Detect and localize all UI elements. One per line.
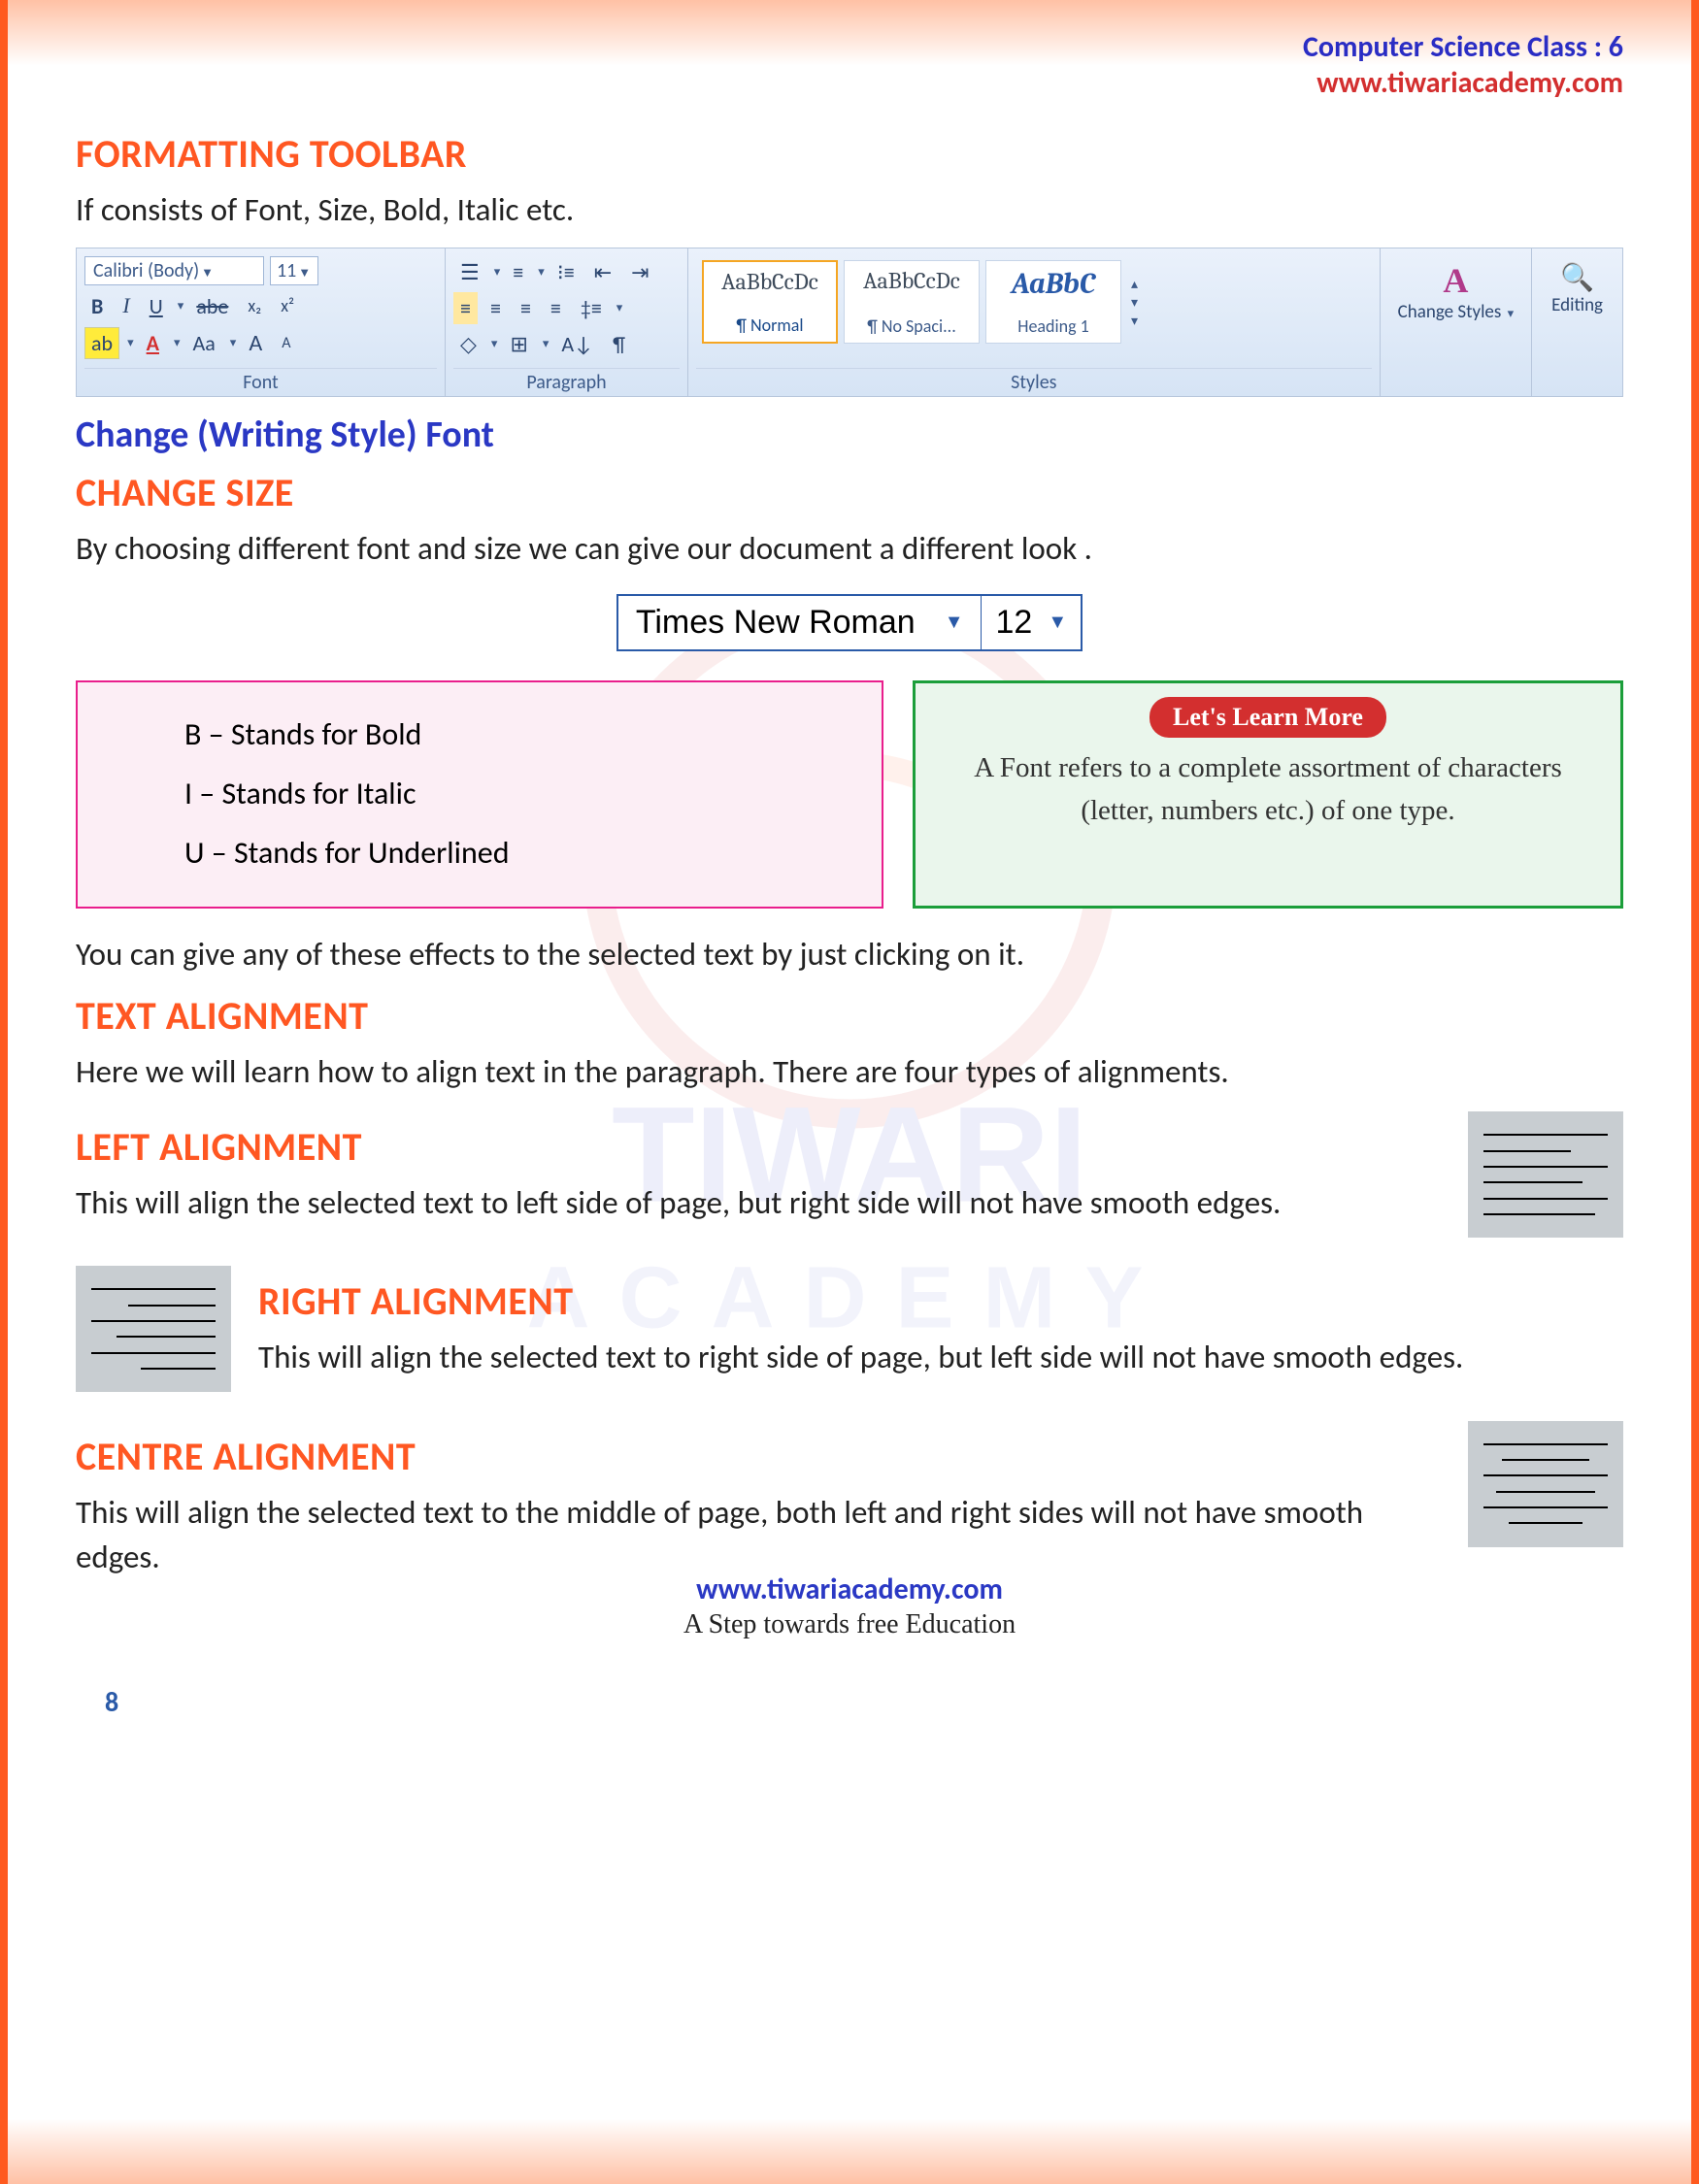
- subscript-button[interactable]: x₂: [241, 292, 268, 319]
- centre-align-icon: [1468, 1421, 1623, 1547]
- dropdown-icon: ▼: [1048, 612, 1067, 634]
- borders-button[interactable]: ⊞: [503, 328, 534, 360]
- page-number: 8: [76, 1679, 1623, 1725]
- dropdown-icon: ▼: [201, 266, 214, 281]
- indent-inc-button[interactable]: ⇥: [624, 256, 655, 288]
- ribbon-label-paragraph: Paragraph: [453, 368, 680, 394]
- site-url-top: www.tiwariacademy.com: [76, 65, 1623, 101]
- indent-dec-button[interactable]: ⇤: [587, 256, 618, 288]
- heading-text-alignment: TEXT ALIGNMENT: [76, 992, 1623, 1040]
- numbering-button[interactable]: ≡: [506, 256, 530, 288]
- ribbon-group-paragraph: ☰▾ ≡▾ ⁝≡ ⇤ ⇥ ≡ ≡ ≡ ≡ ‡≡▾ ◇▾ ⊞▾ A↓ ¶ Para…: [446, 248, 688, 396]
- desc-change-size: By choosing different font and size we c…: [76, 526, 1623, 571]
- centre-alignment-section: CENTRE ALIGNMENT This will align the sel…: [76, 1421, 1623, 1595]
- learn-more-text: A Font refers to a complete assortment o…: [939, 747, 1597, 832]
- find-icon: 🔍: [1551, 260, 1603, 294]
- dropdown-icon: ▼: [945, 612, 964, 634]
- left-align-icon: [1468, 1111, 1623, 1238]
- desc-formatting-toolbar: If consists of Font, Size, Bold, Italic …: [76, 187, 1623, 232]
- change-case-button[interactable]: Aa: [186, 327, 222, 359]
- show-marks-button[interactable]: ¶: [606, 328, 632, 360]
- font-color-button[interactable]: A: [140, 327, 166, 359]
- font-name-select[interactable]: Calibri (Body)▼: [84, 256, 264, 285]
- align-center-button[interactable]: ≡: [483, 292, 508, 324]
- italic-button[interactable]: I: [116, 290, 136, 321]
- align-right-button[interactable]: ≡: [514, 292, 538, 324]
- shading-button[interactable]: ◇: [453, 328, 483, 360]
- ribbon-editing[interactable]: 🔍 Editing: [1532, 248, 1622, 396]
- heading-left-align: LEFT ALIGNMENT: [76, 1123, 1441, 1171]
- font-dropdown[interactable]: Times New Roman ▼: [618, 596, 983, 649]
- justify-button[interactable]: ≡: [544, 292, 568, 324]
- ribbon-label-font: Font: [84, 368, 437, 394]
- dropdown-icon: ▼: [298, 266, 311, 281]
- legend-bold: B – Stands for Bold: [184, 706, 843, 765]
- right-align-icon: [76, 1266, 231, 1392]
- heading-right-align: RIGHT ALIGNMENT: [258, 1277, 1623, 1325]
- style-heading1[interactable]: AaBbC Heading 1: [985, 260, 1121, 344]
- ribbon-change-styles[interactable]: A Change Styles ▾: [1381, 248, 1533, 396]
- biu-legend-box: B – Stands for Bold I – Stands for Itali…: [76, 680, 883, 908]
- font-size-widget: Times New Roman ▼ 12 ▼: [76, 594, 1623, 651]
- legend-underline: U – Stands for Underlined: [184, 824, 843, 883]
- info-boxes-row: B – Stands for Bold I – Stands for Itali…: [76, 680, 1623, 908]
- heading-change-size: CHANGE SIZE: [76, 469, 1623, 516]
- strikethrough-button[interactable]: abe: [189, 290, 235, 322]
- footer-site-url: www.tiwariacademy.com: [76, 1572, 1623, 1607]
- align-left-button[interactable]: ≡: [453, 292, 478, 324]
- page-footer: www.tiwariacademy.com A Step towards fre…: [76, 1572, 1623, 1640]
- size-dropdown[interactable]: 12 ▼: [982, 596, 1081, 649]
- bold-button[interactable]: B: [84, 290, 110, 322]
- styles-scroll[interactable]: ▴▾▾: [1127, 260, 1142, 344]
- line-spacing-button[interactable]: ‡≡: [574, 292, 609, 324]
- heading-formatting-toolbar: FORMATTING TOOLBAR: [76, 130, 1623, 178]
- page-header: Computer Science Class : 6 www.tiwariaca…: [76, 29, 1623, 101]
- heading-change-font: Change (Writing Style) Font: [76, 413, 1623, 457]
- superscript-button[interactable]: x²: [274, 292, 301, 319]
- desc-centre-align: This will align the selected text to the…: [76, 1490, 1441, 1579]
- effects-note: You can give any of these effects to the…: [76, 932, 1623, 976]
- left-alignment-section: LEFT ALIGNMENT This will align the selec…: [76, 1111, 1623, 1241]
- shrink-font-button[interactable]: A: [275, 331, 297, 355]
- word-ribbon: Calibri (Body)▼ 11▼ B I U▾ abe x₂ x² ab▾…: [76, 248, 1623, 397]
- grow-font-button[interactable]: A: [242, 326, 269, 360]
- class-label: Computer Science Class : 6: [76, 29, 1623, 65]
- style-no-spacing[interactable]: AaBbCcDc ¶ No Spaci...: [844, 260, 980, 344]
- style-normal[interactable]: AaBbCcDc ¶ Normal: [702, 260, 838, 344]
- ribbon-group-font: Calibri (Body)▼ 11▼ B I U▾ abe x₂ x² ab▾…: [77, 248, 446, 396]
- bullets-button[interactable]: ☰: [453, 256, 486, 288]
- ribbon-label-styles: Styles: [696, 368, 1372, 394]
- change-styles-icon: A: [1398, 260, 1515, 301]
- desc-text-alignment: Here we will learn how to align text in …: [76, 1049, 1623, 1094]
- page: TIWARI ACADEMY Computer Science Class : …: [0, 0, 1699, 2184]
- footer-tagline: A Step towards free Education: [76, 1609, 1623, 1640]
- heading-centre-align: CENTRE ALIGNMENT: [76, 1433, 1441, 1480]
- underline-button[interactable]: U: [143, 290, 170, 322]
- learn-more-pill: Let's Learn More: [1149, 697, 1386, 738]
- font-size-select[interactable]: 11▼: [270, 256, 318, 285]
- sort-button[interactable]: A↓: [554, 328, 600, 360]
- ribbon-group-styles: AaBbCcDc ¶ Normal AaBbCcDc ¶ No Spaci...…: [688, 248, 1381, 396]
- desc-right-align: This will align the selected text to rig…: [258, 1335, 1623, 1379]
- legend-italic: I – Stands for Italic: [184, 765, 843, 824]
- right-alignment-section: RIGHT ALIGNMENT This will align the sele…: [76, 1266, 1623, 1395]
- learn-more-box: Let's Learn More A Font refers to a comp…: [913, 680, 1623, 908]
- multilevel-button[interactable]: ⁝≡: [550, 256, 582, 288]
- highlight-button[interactable]: ab: [84, 327, 119, 359]
- desc-left-align: This will align the selected text to lef…: [76, 1180, 1441, 1225]
